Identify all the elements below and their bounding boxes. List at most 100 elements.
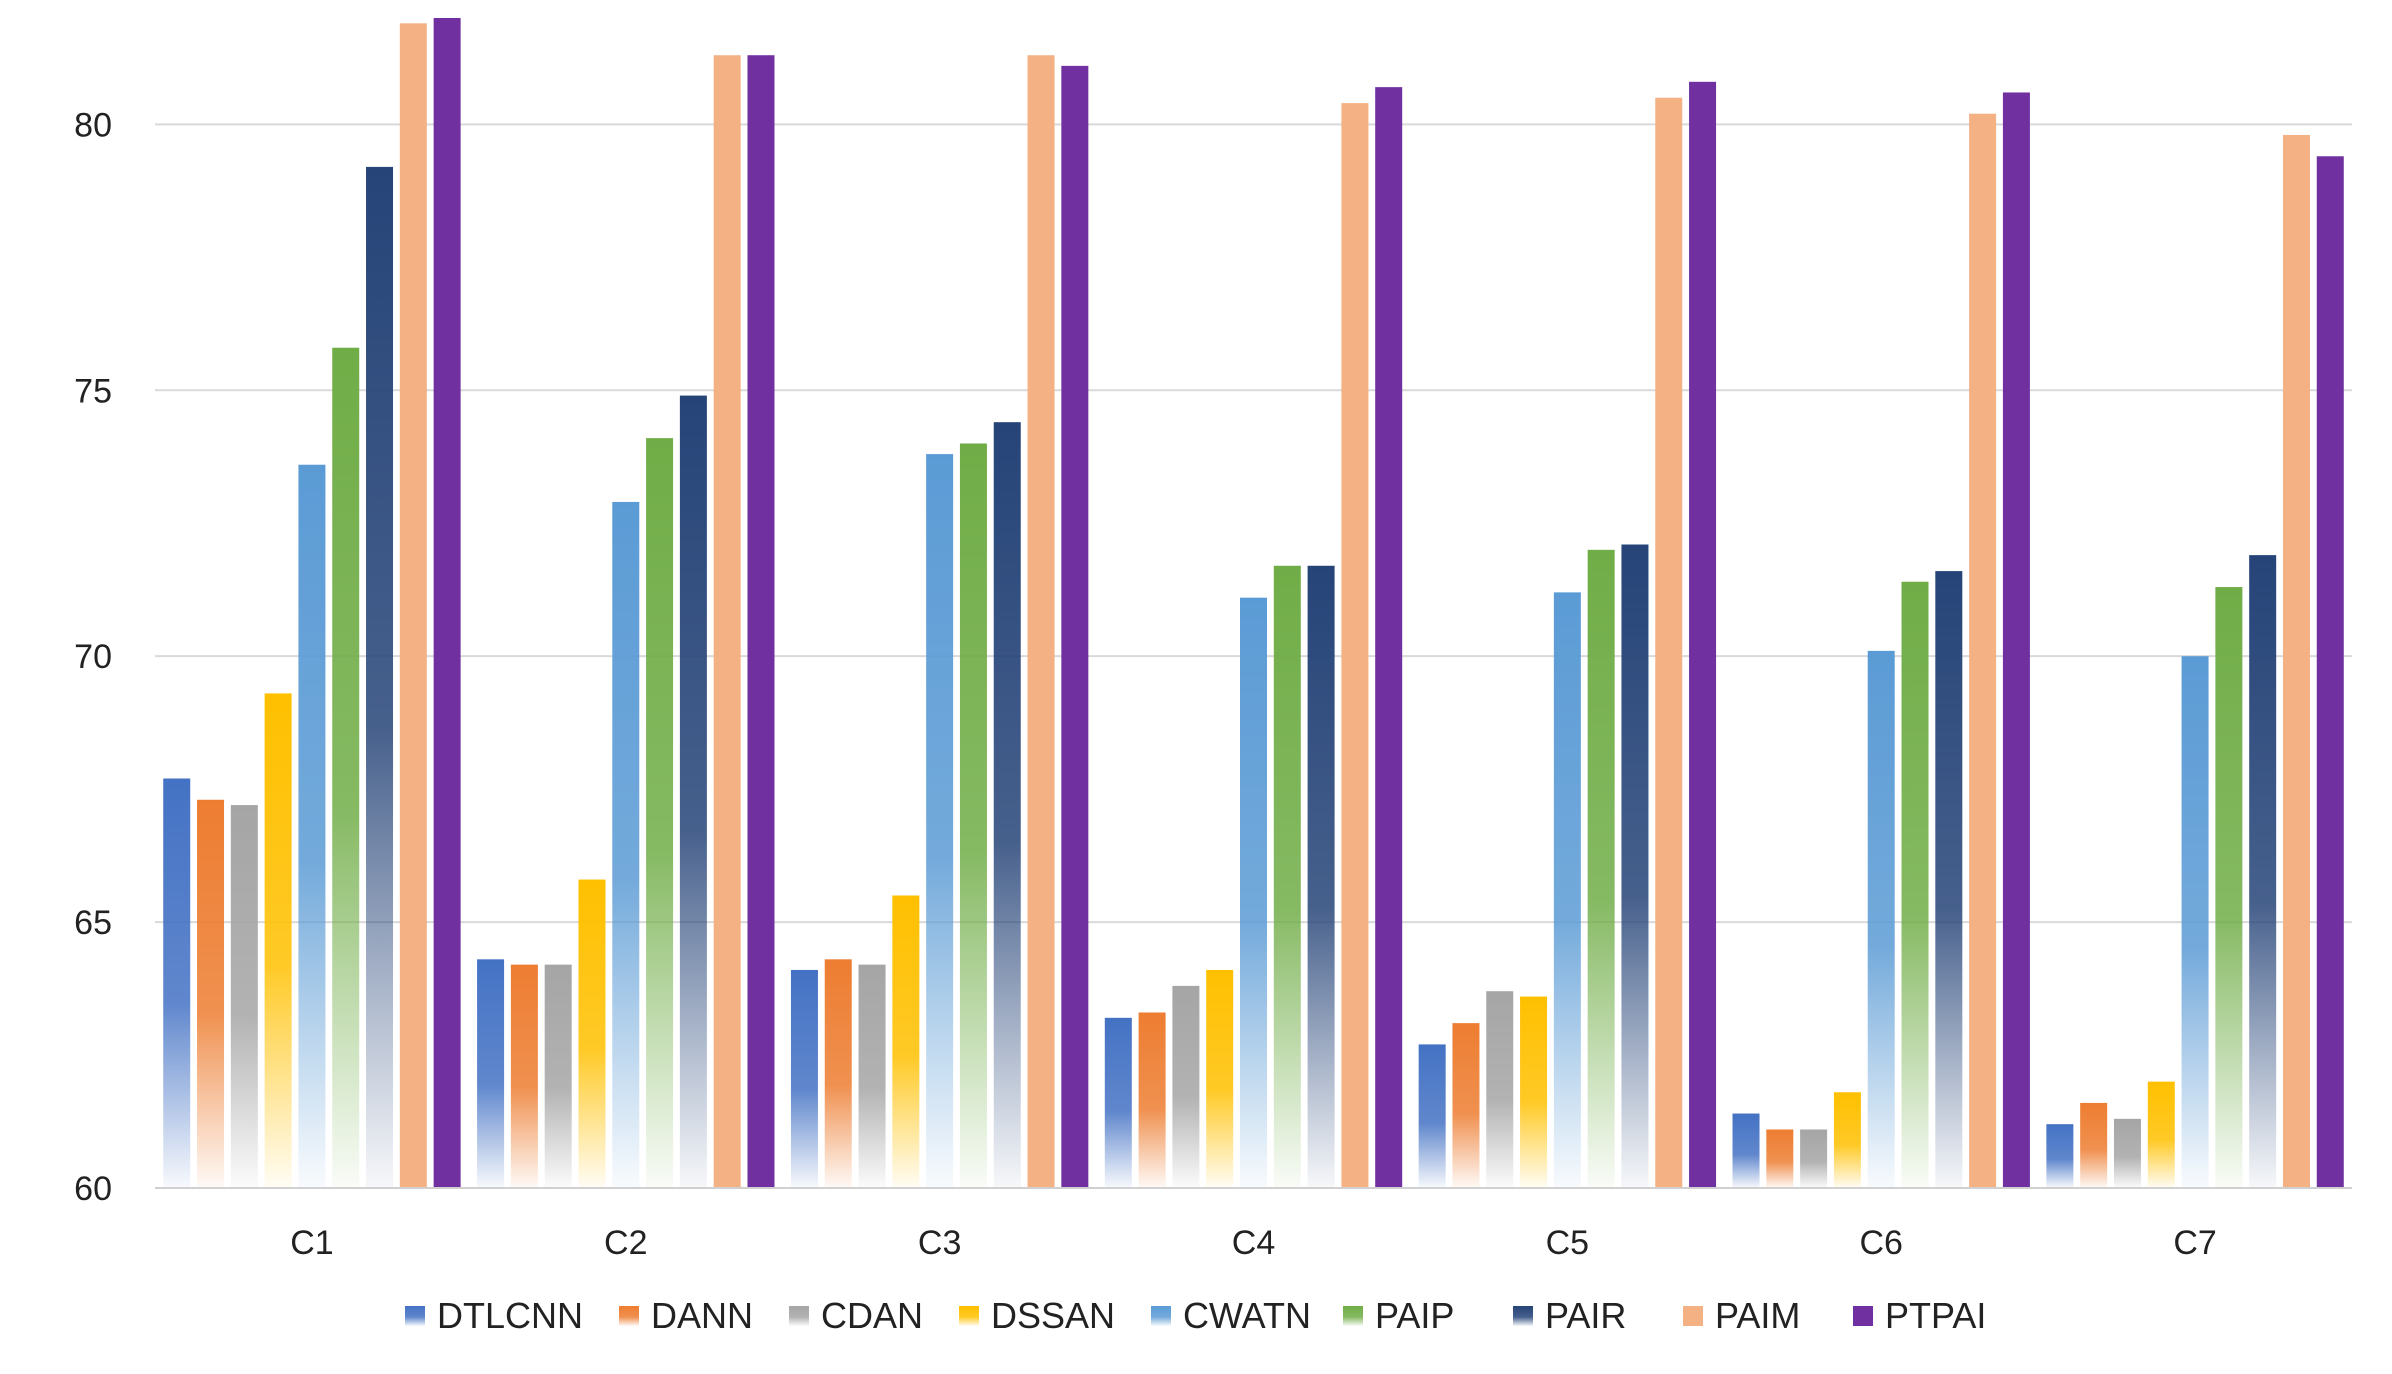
- bar-cwatn-c7: [2181, 656, 2209, 1188]
- bar-cdan-c7: [2113, 1118, 2141, 1188]
- legend-item-cdan[interactable]: CDAN: [789, 1295, 923, 1336]
- bar-paim-c7: [2282, 135, 2310, 1188]
- bar-dssan-c2: [578, 879, 606, 1188]
- legend-label: CWATN: [1183, 1295, 1311, 1336]
- bar-cwatn-c5: [1553, 592, 1581, 1188]
- bar-paip-c3: [959, 443, 987, 1188]
- x-tick-label: C4: [1232, 1224, 1275, 1262]
- legend-item-paip[interactable]: PAIP: [1343, 1295, 1454, 1336]
- bar-paip-c7: [2215, 587, 2243, 1188]
- bars: [163, 18, 2344, 1189]
- bar-dssan-c3: [892, 895, 920, 1188]
- legend-label: PAIM: [1715, 1295, 1800, 1336]
- bar-dann-c7: [2080, 1102, 2108, 1188]
- bar-pair-c4: [1307, 565, 1335, 1188]
- bar-dtlcnn-c5: [1418, 1044, 1446, 1188]
- bar-paip-c4: [1273, 565, 1301, 1188]
- x-tick-label: C7: [2173, 1224, 2216, 1262]
- y-tick-label: 75: [74, 372, 112, 410]
- x-tick-label: C6: [1859, 1224, 1902, 1262]
- legend-swatch: [619, 1306, 639, 1326]
- bar-cdan-c4: [1172, 985, 1200, 1188]
- legend-item-ptpai[interactable]: PTPAI: [1853, 1295, 1986, 1336]
- bar-dssan-c5: [1520, 996, 1548, 1188]
- legend-label: DTLCNN: [437, 1295, 583, 1336]
- bar-ptpai-c6: [2002, 92, 2030, 1188]
- x-tick-label: C1: [290, 1224, 333, 1262]
- y-tick-label: 70: [74, 638, 112, 676]
- bar-paim-c5: [1655, 97, 1683, 1189]
- x-axis-ticks: C1 C2 C3 C4 C5 C6 C7: [290, 1224, 2217, 1262]
- bar-cdan-c1: [230, 805, 258, 1188]
- legend-swatch: [1683, 1306, 1703, 1326]
- bar-dtlcnn-c4: [1104, 1017, 1132, 1188]
- legend-label: CDAN: [821, 1295, 923, 1336]
- legend-label: PAIR: [1545, 1295, 1626, 1336]
- bar-dann-c3: [824, 959, 852, 1188]
- bar-dtlcnn-c6: [1732, 1113, 1760, 1188]
- bar-dssan-c1: [264, 693, 292, 1188]
- bar-paip-c5: [1587, 549, 1615, 1188]
- bar-dann-c4: [1138, 1012, 1166, 1188]
- bar-paim-c1: [399, 23, 427, 1188]
- y-tick-label: 60: [74, 1170, 112, 1208]
- bar-pair-c2: [679, 395, 707, 1188]
- bar-pair-c1: [366, 166, 394, 1189]
- bar-cwatn-c1: [298, 464, 326, 1188]
- x-tick-label: C2: [604, 1224, 647, 1262]
- bar-paip-c6: [1901, 581, 1929, 1188]
- legend-item-cwatn[interactable]: CWATN: [1151, 1295, 1311, 1336]
- bar-dtlcnn-c7: [2046, 1124, 2074, 1188]
- bar-cwatn-c3: [926, 454, 954, 1188]
- bar-dssan-c4: [1206, 969, 1234, 1188]
- legend-label: DSSAN: [991, 1295, 1115, 1336]
- bar-dtlcnn-c3: [790, 969, 818, 1188]
- bar-ptpai-c5: [1689, 81, 1717, 1188]
- bar-cwatn-c6: [1867, 650, 1895, 1188]
- bar-pair-c3: [993, 422, 1021, 1188]
- legend-swatch: [1853, 1306, 1873, 1326]
- legend-label: DANN: [651, 1295, 753, 1336]
- bar-paip-c1: [332, 347, 360, 1188]
- legend-item-dtlcnn[interactable]: DTLCNN: [405, 1295, 583, 1336]
- y-tick-label: 65: [74, 904, 112, 942]
- legend-item-paim[interactable]: PAIM: [1683, 1295, 1800, 1336]
- legend-swatch: [1513, 1306, 1533, 1326]
- bar-paim-c4: [1341, 103, 1369, 1188]
- bar-cwatn-c4: [1240, 597, 1267, 1188]
- bar-dtlcnn-c1: [163, 778, 191, 1188]
- bar-dann-c5: [1452, 1023, 1480, 1188]
- bar-pair-c6: [1935, 571, 1963, 1188]
- bar-cdan-c3: [858, 964, 886, 1188]
- bar-ptpai-c4: [1375, 87, 1403, 1189]
- bar-cdan-c6: [1800, 1129, 1828, 1188]
- bar-ptpai-c7: [2316, 156, 2344, 1189]
- legend-item-pair[interactable]: PAIR: [1513, 1295, 1626, 1336]
- x-tick-label: C3: [918, 1224, 961, 1262]
- bar-pair-c5: [1621, 544, 1649, 1188]
- legend[interactable]: DTLCNN DANN CDAN DSSAN CWATN PAIP PAIR PAIM PTPA…: [405, 1295, 1986, 1336]
- legend-item-dssan[interactable]: DSSAN: [959, 1295, 1115, 1336]
- legend-swatch: [789, 1306, 809, 1326]
- bar-paim-c6: [1969, 113, 1997, 1188]
- bar-ptpai-c2: [747, 55, 775, 1188]
- legend-swatch: [959, 1306, 979, 1326]
- y-axis-ticks: 60 65 70 75 80: [74, 106, 112, 1208]
- legend-label: PAIP: [1375, 1295, 1454, 1336]
- bar-pair-c7: [2249, 555, 2277, 1188]
- bar-paim-c2: [713, 55, 741, 1188]
- legend-label: PTPAI: [1885, 1295, 1986, 1336]
- bar-cdan-c5: [1486, 991, 1514, 1188]
- bar-paim-c3: [1027, 55, 1055, 1188]
- bar-ptpai-c1: [433, 18, 461, 1188]
- bar-dann-c6: [1766, 1129, 1794, 1188]
- legend-swatch: [1343, 1306, 1363, 1326]
- bar-cdan-c2: [544, 964, 572, 1188]
- bar-paip-c2: [646, 438, 674, 1188]
- legend-item-dann[interactable]: DANN: [619, 1295, 753, 1336]
- bar-dann-c1: [197, 799, 225, 1188]
- bar-dssan-c6: [1833, 1092, 1861, 1188]
- legend-swatch: [405, 1306, 425, 1326]
- bar-dtlcnn-c2: [477, 959, 505, 1188]
